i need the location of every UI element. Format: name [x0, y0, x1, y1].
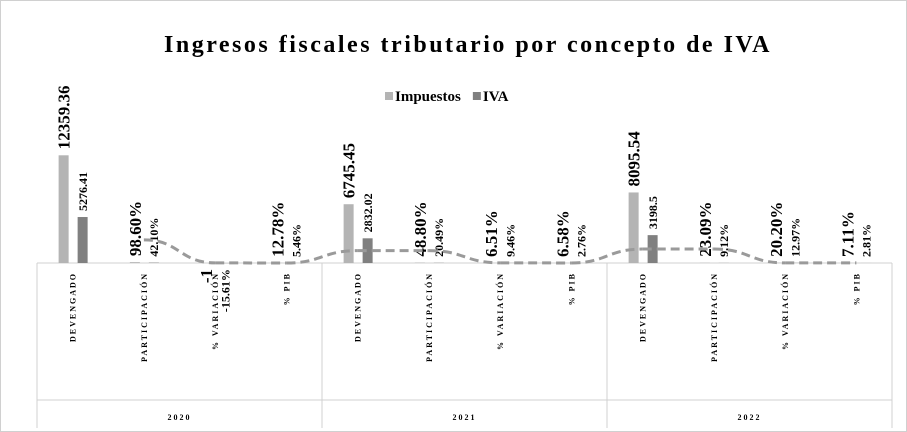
data-label: 98.60%	[126, 201, 145, 256]
bar	[129, 262, 140, 263]
data-label: 7.11%	[838, 211, 857, 257]
x-tick-label: PARTICIPACIÓN	[424, 272, 434, 362]
legend-swatch	[385, 92, 393, 100]
data-label: 12.97%	[788, 218, 802, 257]
bar	[647, 235, 658, 263]
data-label: 6745.45	[340, 143, 359, 198]
data-label: 5.46%	[290, 224, 304, 257]
x-tick-label: % VARIACIÓN	[780, 272, 790, 350]
data-label: 20.20%	[767, 202, 786, 257]
data-label: 2.76%	[575, 224, 589, 257]
x-tick-label: % PIB	[567, 272, 576, 305]
bar	[628, 192, 639, 263]
data-label: -1	[197, 269, 216, 283]
data-label: 6.58%	[553, 210, 572, 257]
data-label: 12.78%	[268, 202, 287, 257]
legend-swatch	[472, 92, 481, 100]
x-tick-label: % PIB	[282, 272, 291, 305]
x-tick-label: DEVENGADO	[639, 272, 648, 342]
data-label: -15.61%	[218, 269, 232, 312]
bar	[362, 238, 373, 263]
data-label: 2.81%	[860, 224, 874, 257]
data-label: 2832.02	[361, 193, 375, 232]
legend-label: IVA	[483, 89, 509, 105]
trendline	[571, 247, 643, 265]
x-tick-label: % VARIACIÓN	[210, 272, 220, 350]
chart-title: Ingresos fiscales tributario por concept…	[164, 32, 772, 58]
x-tick-label: DEVENGADO	[354, 272, 363, 342]
trendline	[428, 249, 501, 265]
group-label: 2020	[168, 413, 192, 422]
x-tick-label: DEVENGADO	[69, 272, 78, 342]
data-label: 8095.54	[625, 131, 644, 187]
x-tick-label: PARTICIPACIÓN	[139, 272, 149, 362]
x-tick-label: % PIB	[852, 272, 861, 305]
data-label: 20.49%	[432, 218, 446, 257]
trendline	[286, 249, 358, 265]
bar	[58, 155, 69, 263]
data-label: 5276.41	[76, 172, 90, 211]
legend: Impuestos IVA	[385, 89, 509, 105]
data-label: 9.12%	[717, 224, 731, 257]
data-label: 9.46%	[503, 224, 517, 257]
x-tick-label: PARTICIPACIÓN	[709, 272, 719, 362]
trendline	[713, 247, 786, 265]
x-tick-label: % VARIACIÓN	[495, 272, 505, 350]
group-label: 2022	[738, 413, 762, 422]
data-label: 12359.36	[55, 86, 74, 150]
bar	[77, 217, 88, 263]
data-label: 3198.5	[646, 196, 660, 229]
data-label: 42.10%	[147, 218, 161, 257]
data-label: 23.09%	[696, 202, 715, 257]
data-label: 48.80%	[411, 201, 430, 256]
bar	[343, 204, 354, 263]
legend-label: Impuestos	[395, 89, 461, 105]
data-label: 6.51%	[482, 210, 501, 257]
group-label: 2021	[453, 413, 477, 422]
